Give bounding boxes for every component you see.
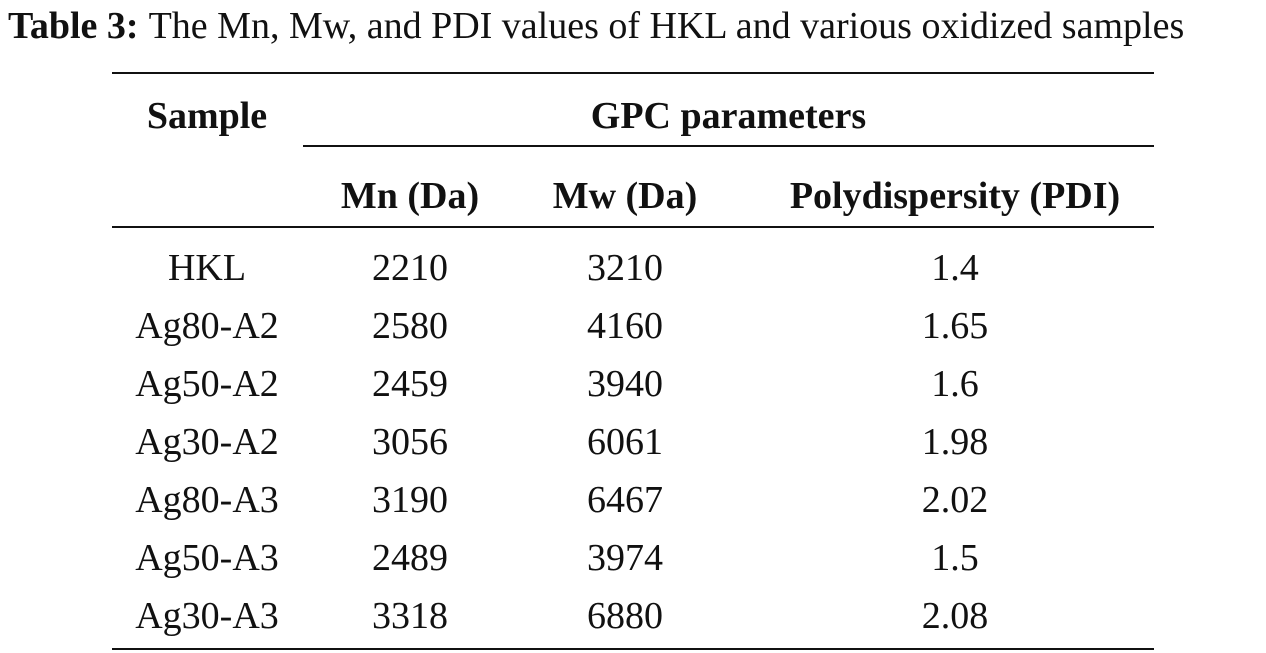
header-gpc-parameters: GPC parameters [590,95,867,137]
cell-mn: 3056 [372,421,448,463]
cell-pdi: 1.65 [921,305,989,347]
bottom-rule [112,648,1154,650]
cell-pdi: 1.98 [921,421,989,463]
cell-pdi: 2.02 [921,479,989,521]
cell-mn: 2580 [372,305,448,347]
group-rule [303,145,1154,147]
cell-mn: 2210 [372,247,448,289]
table-caption-label: Table 3: [8,5,139,47]
cell-mn: 2459 [372,363,448,405]
header-mn: Mn (Da) [340,175,480,217]
cell-sample: HKL [167,247,247,289]
header-rule [112,226,1154,228]
cell-mw: 3974 [587,537,663,579]
cell-sample: Ag30-A3 [135,595,279,637]
table-caption-text: The Mn, Mw, and PDI values of HKL and va… [148,5,1185,47]
cell-mw: 3210 [587,247,663,289]
cell-sample: Ag30-A2 [135,421,279,463]
cell-mw: 6880 [587,595,663,637]
cell-pdi: 1.5 [931,537,979,579]
cell-sample: Ag50-A2 [135,363,279,405]
top-rule [112,72,1154,74]
cell-pdi: 1.4 [931,247,979,289]
cell-sample: Ag80-A3 [135,479,279,521]
cell-pdi: 1.6 [931,363,979,405]
cell-sample: Ag50-A3 [135,537,279,579]
cell-pdi: 2.08 [921,595,989,637]
header-sample: Sample [146,95,268,137]
cell-mw: 6061 [587,421,663,463]
cell-sample: Ag80-A2 [135,305,279,347]
cell-mn: 2489 [372,537,448,579]
header-pdi: Polydispersity (PDI) [789,175,1121,217]
cell-mw: 6467 [587,479,663,521]
cell-mn: 3190 [372,479,448,521]
table-caption: Table 3: The Mn, Mw, and PDI values of HK… [8,4,1264,48]
cell-mn: 3318 [372,595,448,637]
cell-mw: 4160 [587,305,663,347]
header-mw: Mw (Da) [552,175,698,217]
cell-mw: 3940 [587,363,663,405]
